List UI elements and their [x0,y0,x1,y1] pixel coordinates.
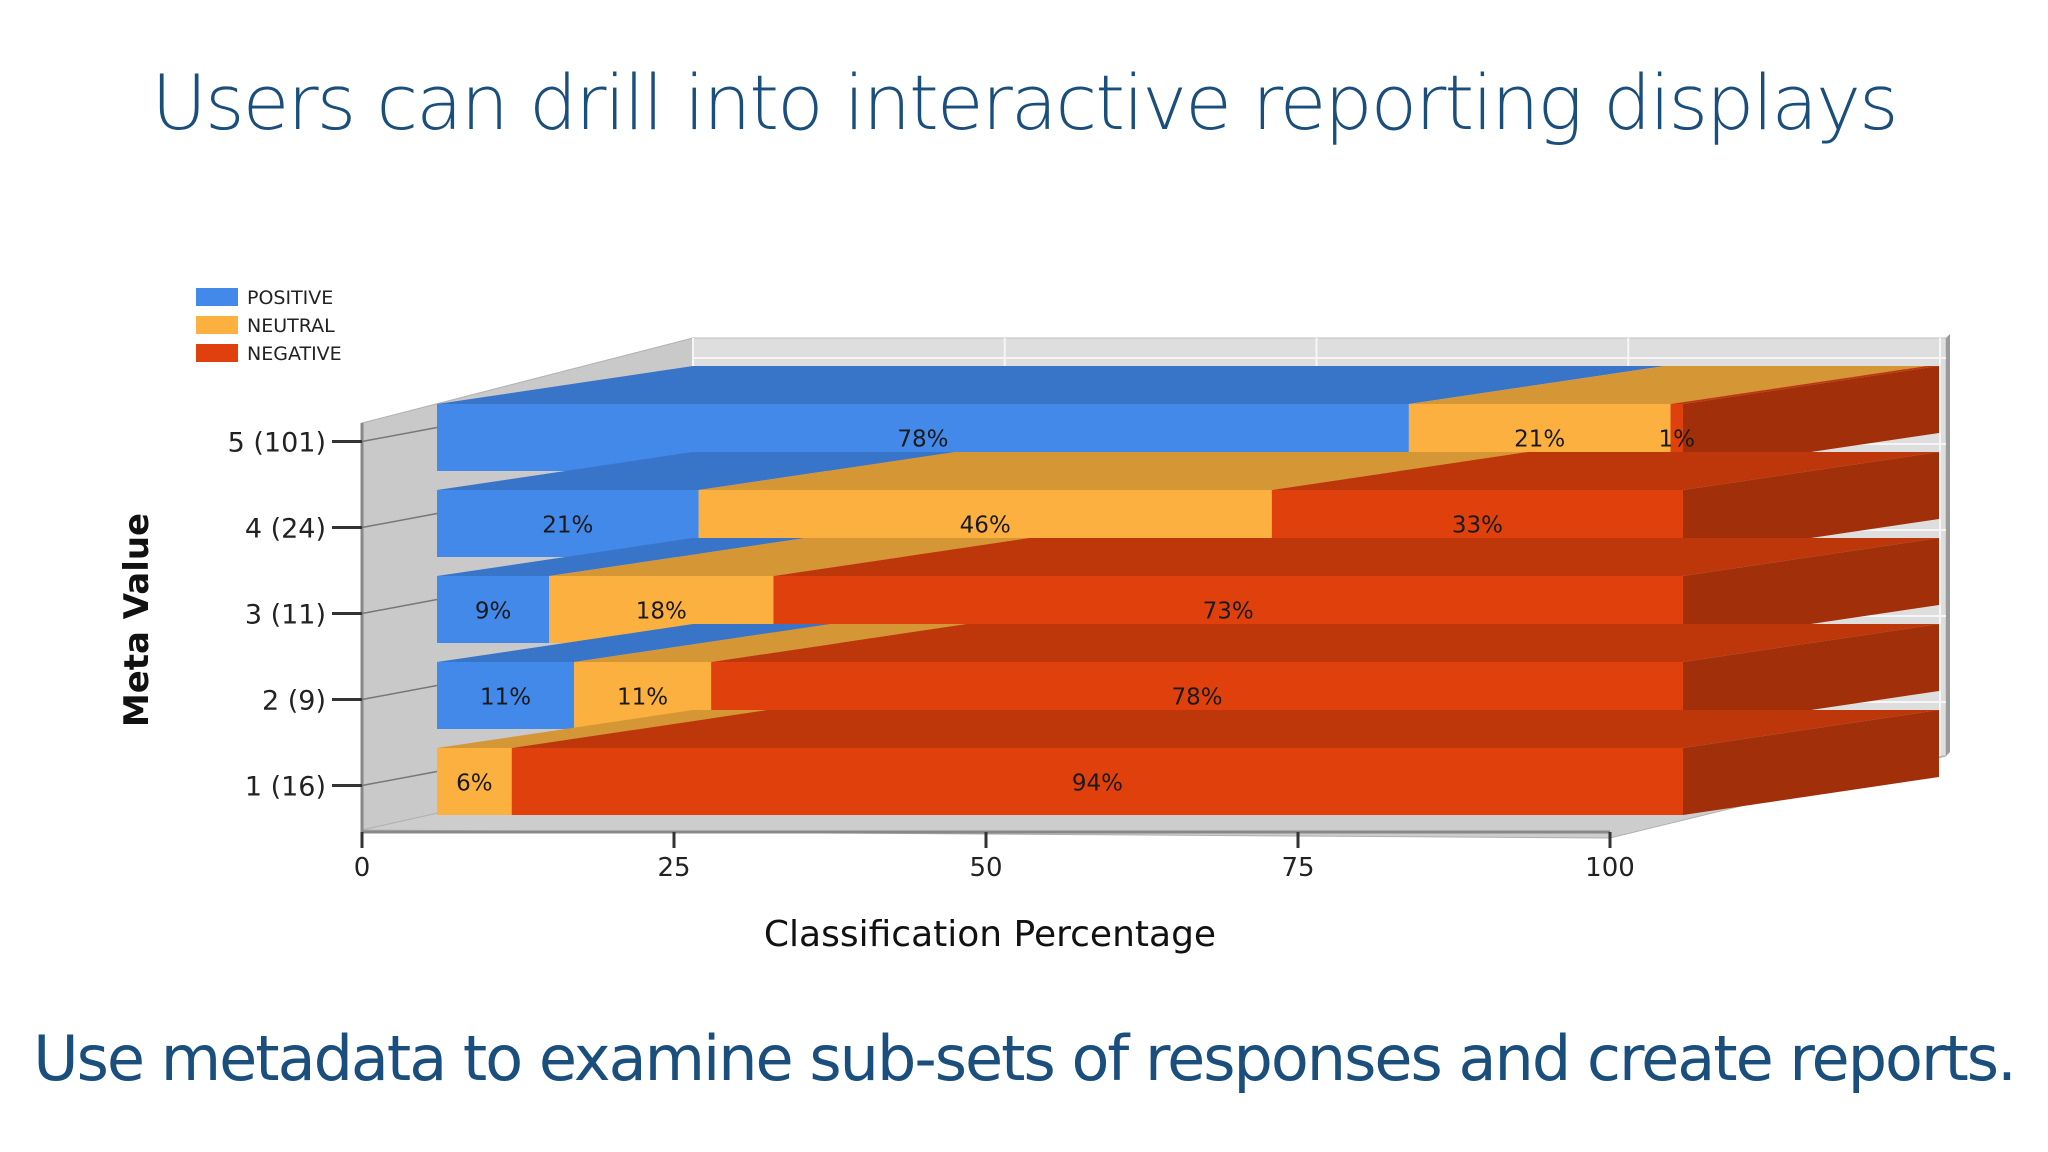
bar-data-label: 6% [456,771,493,797]
bar-front-face[interactable] [437,576,550,643]
bar-side-face [1683,710,1939,815]
legend-label: NEUTRAL [247,315,335,337]
y-tick-label: 1 (16) [245,772,326,803]
bar-top-face [437,538,806,576]
y-tick-connector [361,770,438,787]
legend-item-positive[interactable]: POSITIVE [196,287,333,309]
bar-data-label: 73% [1203,599,1254,625]
chart-wall-edge [1946,334,1950,756]
bar-top-face [574,624,968,662]
y-tick-label: 2 (9) [262,686,326,717]
bar-data-label: 11% [480,685,531,711]
bar-side-face [1683,366,1939,471]
y-tick-label: 4 (24) [245,514,326,545]
slide-subtitle: Use metadata to examine sub-sets of resp… [33,1022,2017,1095]
bar-top-face [773,538,1940,576]
bar-top-face [437,452,955,490]
bar-data-label: 78% [897,427,948,453]
legend-label: NEGATIVE [247,343,342,365]
bar-segment-positive[interactable]: 78% [437,366,1665,471]
bar-data-label: 21% [542,513,593,539]
chart-bars[interactable]: 78% 21% 1% 21% 46% 33% 9% 18% 73% 11% 11% 78% 6% 94% [437,366,1940,815]
bar-data-label: 21% [1514,427,1565,453]
bar-segment-positive[interactable]: 11% [437,624,831,729]
bar-front-face[interactable] [437,662,575,729]
bar-data-label: 94% [1072,771,1123,797]
y-tick-connector [361,512,438,529]
chart-axes: 0 25 50 75 100 5 (101) 4 (24) 3 (11) 2 (9) 1 (16) [228,423,1635,883]
bar-top-face [437,366,1665,404]
bar-front-face[interactable] [437,748,512,815]
slide-title: Users can drill into interactive reporti… [151,58,1898,147]
legend-item-negative[interactable]: NEGATIVE [196,343,342,365]
chart-legend[interactable]: POSITIVE NEUTRAL NEGATIVE [196,287,342,365]
x-tick-label: 100 [1585,853,1635,883]
bar-top-face [1271,452,1939,490]
bar-segment-neutral[interactable]: 6% [437,710,768,815]
x-tick-label: 75 [1281,853,1314,883]
bar-top-face [437,624,831,662]
bar-top-face [711,624,1939,662]
legend-swatch [196,288,238,306]
bar-top-face [549,538,1030,576]
x-tick-label: 50 [969,853,1002,883]
bar-data-label: 18% [636,599,687,625]
bar-data-label: 9% [475,599,512,625]
bar-top-face [511,710,1939,748]
y-tick-connector [361,598,438,615]
y-tick-connector [361,426,438,443]
bar-segment-negative[interactable]: 1% [1659,366,1939,471]
y-tick-label: 3 (11) [245,600,326,631]
legend-swatch [196,344,238,362]
y-tick-connector [361,684,438,701]
y-tick-label: 5 (101) [228,428,326,459]
bar-segment-negative[interactable]: 94% [511,710,1939,815]
bar-data-label: 33% [1452,513,1503,539]
bar-side-face [1683,538,1939,643]
y-axis-title: Meta Value [117,513,157,727]
bar-front-face[interactable] [511,748,1683,815]
x-tick-label: 25 [657,853,690,883]
bar-side-face [1683,452,1939,557]
bar-top-face [1670,366,1939,404]
bar-segment-positive[interactable]: 9% [437,538,806,643]
bar-data-label: 1% [1659,427,1696,453]
bar-data-label: 46% [960,513,1011,539]
legend-item-neutral[interactable]: NEUTRAL [196,315,335,337]
legend-label: POSITIVE [247,287,333,309]
bar-top-face [698,452,1528,490]
bar-top-face [437,710,768,748]
legend-swatch [196,316,238,334]
x-tick-label: 0 [354,853,371,883]
bar-side-face [1683,624,1939,729]
bar-data-label: 11% [617,685,668,711]
bar-top-face [1408,366,1927,404]
x-axis-title: Classification Percentage [764,914,1216,955]
bar-data-label: 78% [1171,685,1222,711]
